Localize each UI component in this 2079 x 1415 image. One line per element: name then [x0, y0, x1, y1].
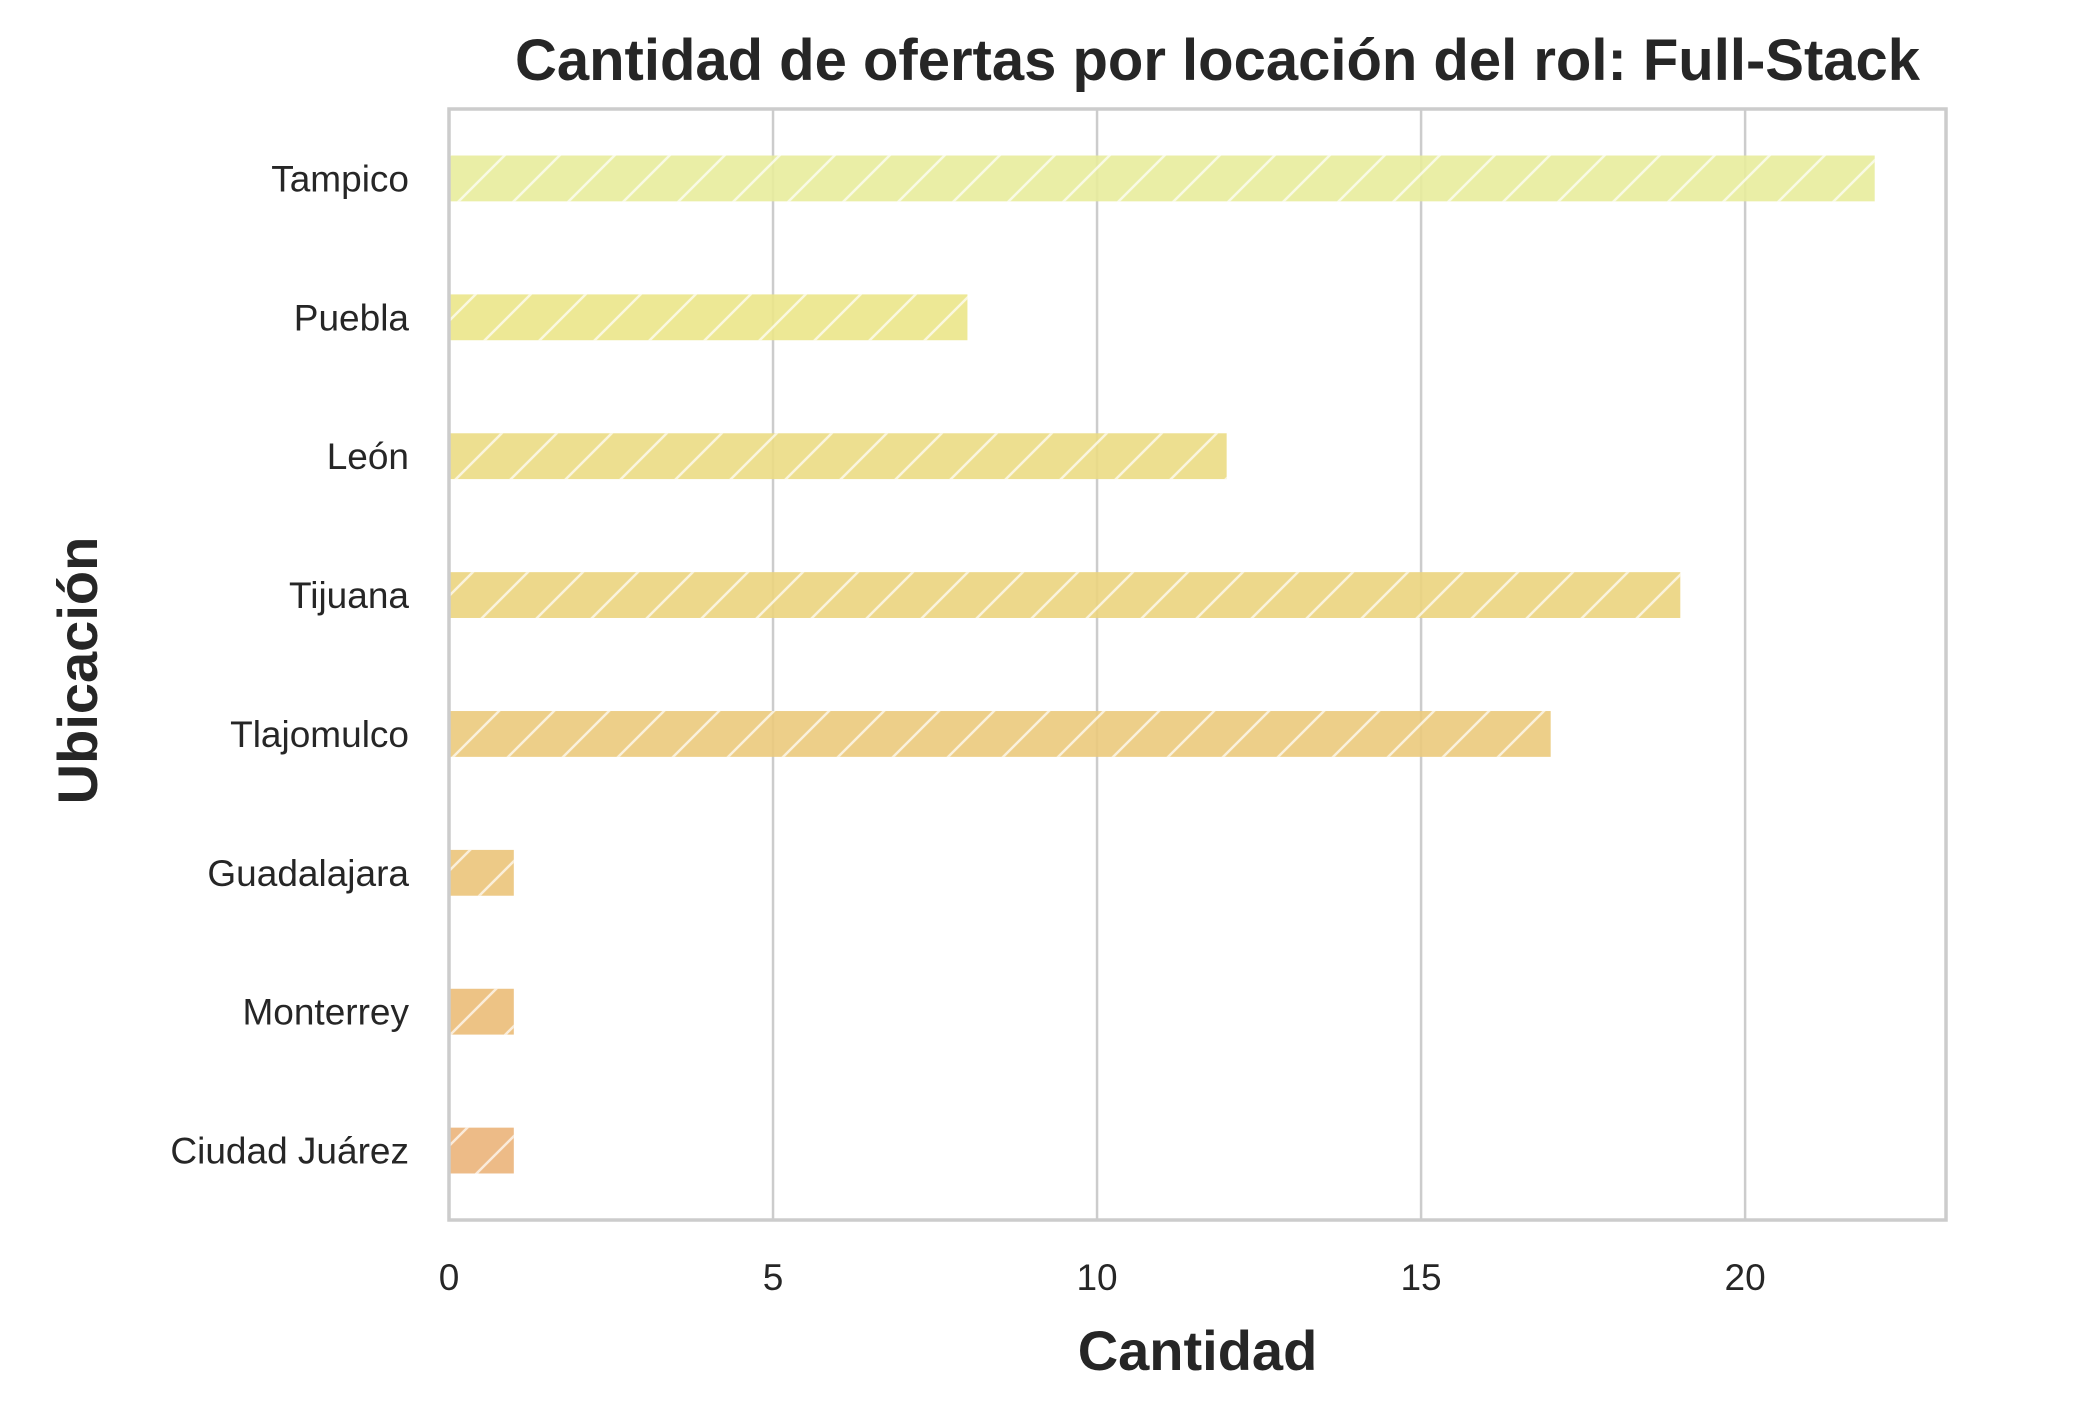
y-tick-label-1: Puebla: [294, 297, 410, 338]
y-tick-label-6: Monterrey: [242, 992, 409, 1033]
bar-hatch-7: [449, 1127, 514, 1174]
bar-hatch-0: [449, 155, 1875, 202]
bar-hatch-1: [449, 294, 968, 341]
x-axis-label: Cantidad: [1078, 1319, 1318, 1382]
x-tick-label-2: 10: [1076, 1257, 1117, 1298]
bar-hatch-3: [449, 572, 1681, 618]
y-tick-label-4: Tlajomulco: [230, 714, 409, 755]
y-axis-label: Ubicación: [46, 537, 109, 805]
y-tick-label-3: Tijuana: [289, 575, 409, 616]
x-tick-label-4: 20: [1725, 1257, 1766, 1298]
x-tick-label-0: 0: [439, 1257, 460, 1298]
y-tick-label-5: Guadalajara: [207, 853, 409, 894]
plot-frame: [447, 107, 1948, 1222]
bar-hatch-6: [449, 988, 514, 1035]
bar-hatch-4: [449, 711, 1551, 757]
chart-title: Cantidad de ofertas por locación del rol…: [515, 28, 1921, 93]
bar-hatch-2: [449, 433, 1227, 480]
y-tick-label-7: Ciudad Juárez: [170, 1131, 409, 1172]
x-tick-label-3: 15: [1400, 1257, 1441, 1298]
x-tick-label-1: 5: [763, 1257, 784, 1298]
y-tick-label-2: León: [327, 436, 409, 477]
y-tick-label-0: Tampico: [271, 158, 409, 199]
bar-hatch-5: [449, 849, 514, 896]
